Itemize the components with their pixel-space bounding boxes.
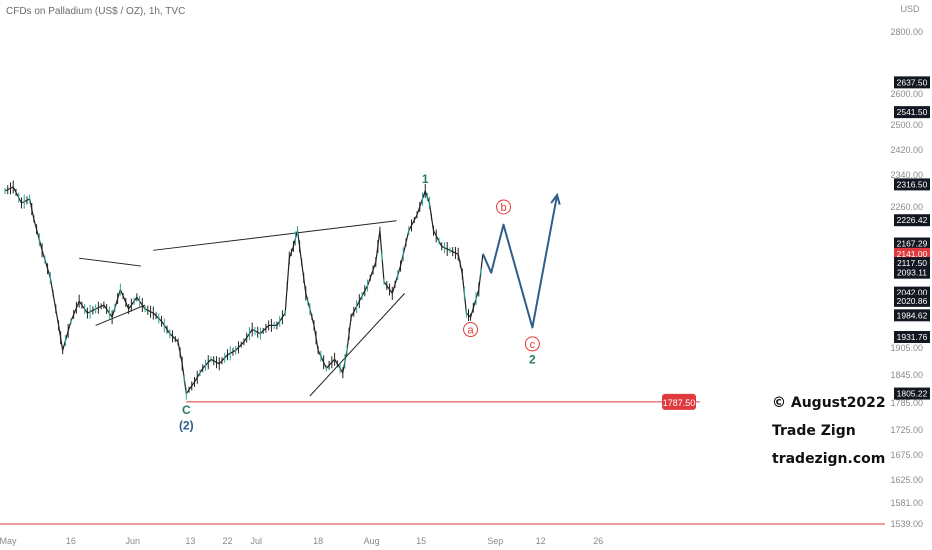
x-tick-label: 26 [593,536,603,546]
wave-circle-a [463,322,479,338]
price-badge-label: 2637.50 [897,77,928,87]
y-tick-label: 1905.00 [890,343,923,353]
price-badge [894,76,930,89]
price-badge-label: 2117.50 [897,258,927,268]
wave-label-(2): (2) [179,419,194,433]
price-badge [894,294,930,307]
x-tick-label: 12 [536,536,546,546]
projection-path [481,194,559,329]
wave-circle-b [496,199,512,215]
price-badge-label: 2316.50 [897,179,928,189]
y-tick-label: 2800.00 [890,27,923,37]
chart-title: CFDs on Palladium (US$ / OZ), 1h, TVC [6,6,186,17]
y-tick-label: 1675.00 [890,450,923,460]
y-tick-label: 1539.00 [890,519,923,529]
wave-circle-c [524,336,540,352]
x-tick-label: 18 [313,536,323,546]
wave-label-2: 2 [529,352,536,366]
trendline-4 [309,293,406,397]
y-tick-label: 2420.00 [890,145,923,155]
y-tick-label: 2340.00 [890,170,923,180]
x-tick-label: May [0,536,17,546]
price-badge [894,247,930,260]
price-badge [894,237,930,250]
y-tick-label: 1581.00 [890,498,923,508]
y-tick-label: 1845.00 [890,370,923,380]
wave-label-C: C [182,403,191,417]
y-axis-unit: USD [900,4,920,14]
watermark-brand: Trade Zign [772,423,856,439]
price-badge-label: 1931.76 [897,332,928,342]
price-series-line [4,186,484,395]
y-tick-label: 1785.00 [890,398,923,408]
y-tick-label: 1725.00 [890,425,923,435]
wave-label-b: b [500,202,506,214]
price-badge [894,106,930,119]
price-badge [894,178,930,191]
x-tick-label: Aug [364,536,380,546]
trendline-1 [153,220,397,251]
wave-label-a: a [467,325,474,337]
price-badge-label: 2226.42 [897,215,928,225]
level-badge-label: 1787.50 [663,398,696,408]
price-badge-label: 1805.22 [897,389,928,399]
trendline-3 [95,304,146,326]
wave-label-1: 1 [422,172,429,186]
price-badge-label: 2541.50 [897,107,928,117]
price-badge-label: 2141.00 [897,249,928,259]
price-badge-label: 2042.00 [897,288,928,298]
price-badge [894,387,930,400]
x-tick-label: Jun [125,536,140,546]
price-badge-label: 2093.11 [897,268,927,278]
price-badge [894,266,930,279]
y-tick-label: 2600.00 [890,89,923,99]
watermark-website: tradezign.com [772,451,886,467]
x-tick-label: Sep [487,536,503,546]
wave-label-c: c [530,339,536,351]
projection-arrowhead [550,192,561,205]
price-badge [894,214,930,227]
price-badge-label: 2020.86 [897,296,928,306]
x-tick-label: 13 [185,536,195,546]
watermark-copyright: © August2022 [772,395,886,411]
level-badge [662,393,696,410]
y-tick-label: 2260.00 [890,202,923,212]
y-tick-label: 2500.00 [890,120,923,130]
x-tick-label: 15 [416,536,426,546]
price-badge-label: 2167.29 [897,239,928,249]
trendline-2 [79,257,142,267]
x-tick-label: 16 [66,536,76,546]
price-badge [894,331,930,344]
price-badge [894,257,930,270]
y-tick-label: 1625.00 [890,475,923,485]
x-tick-label: 22 [222,536,232,546]
x-tick-label: Jul [251,536,263,546]
price-badge-label: 1984.62 [897,310,928,320]
price-badge [894,309,930,322]
